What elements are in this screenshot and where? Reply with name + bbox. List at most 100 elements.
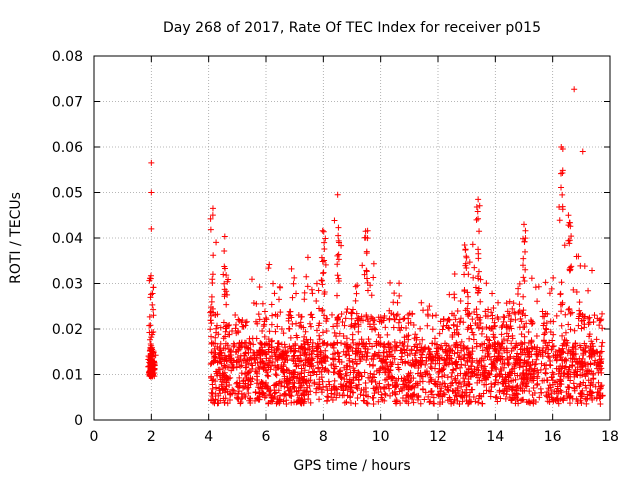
data-point xyxy=(304,254,311,261)
data-point xyxy=(273,372,280,379)
data-point xyxy=(427,374,434,381)
data-point xyxy=(213,384,220,391)
data-point xyxy=(595,361,602,368)
data-point xyxy=(335,275,342,282)
data-point xyxy=(230,340,237,347)
data-point xyxy=(270,395,277,402)
data-point xyxy=(304,389,311,396)
data-point xyxy=(530,398,537,405)
data-point xyxy=(473,204,480,211)
data-point xyxy=(371,390,378,397)
data-point xyxy=(494,398,501,405)
data-point xyxy=(544,350,551,357)
data-point xyxy=(454,397,461,404)
data-point xyxy=(293,332,300,339)
data-point xyxy=(429,326,436,333)
data-point xyxy=(481,381,488,388)
data-point xyxy=(492,346,499,353)
data-point xyxy=(519,341,526,348)
data-point xyxy=(320,270,327,277)
data-point xyxy=(512,316,519,323)
data-point xyxy=(490,331,497,338)
data-point xyxy=(355,321,362,328)
data-point xyxy=(244,356,251,363)
data-point xyxy=(581,321,588,328)
data-point xyxy=(596,353,603,360)
data-point xyxy=(245,345,252,352)
data-point xyxy=(391,339,398,346)
data-point xyxy=(352,320,359,327)
data-point xyxy=(322,261,329,268)
data-point xyxy=(431,354,438,361)
data-point xyxy=(361,397,368,404)
data-point xyxy=(466,365,473,372)
data-point xyxy=(323,315,330,322)
data-point xyxy=(278,382,285,389)
data-point xyxy=(589,340,596,347)
data-point xyxy=(462,389,469,396)
data-point xyxy=(539,313,546,320)
data-point xyxy=(500,318,507,325)
data-point xyxy=(405,359,412,366)
data-point xyxy=(146,336,153,343)
data-point xyxy=(318,254,325,261)
x-tick-label: 6 xyxy=(262,429,271,445)
data-point xyxy=(397,356,404,363)
data-point xyxy=(333,386,340,393)
data-point xyxy=(597,317,604,324)
data-point xyxy=(420,386,427,393)
notable-point xyxy=(558,144,565,150)
data-point xyxy=(394,398,401,405)
data-point xyxy=(518,331,525,338)
data-point xyxy=(540,344,547,351)
y-tick-label: 0.07 xyxy=(52,95,83,111)
data-point xyxy=(251,356,258,363)
data-point xyxy=(344,392,351,399)
data-point xyxy=(466,393,473,400)
data-point xyxy=(265,373,272,380)
data-point xyxy=(479,341,486,348)
data-point xyxy=(548,285,555,292)
data-point xyxy=(443,348,450,355)
data-point xyxy=(257,352,264,359)
data-point xyxy=(326,381,333,388)
data-point xyxy=(227,349,234,356)
data-point xyxy=(593,395,600,402)
data-point xyxy=(501,364,508,371)
data-point xyxy=(534,380,541,387)
data-point xyxy=(299,397,306,404)
data-point xyxy=(550,274,557,281)
data-point xyxy=(570,286,577,293)
data-point xyxy=(343,398,350,405)
data-point xyxy=(520,293,527,300)
data-point xyxy=(293,362,300,369)
notable-point xyxy=(571,86,578,93)
data-point xyxy=(272,328,279,335)
data-point xyxy=(458,383,465,390)
data-point xyxy=(487,393,494,400)
data-point xyxy=(520,235,527,242)
data-point xyxy=(268,338,275,345)
data-point xyxy=(442,340,449,347)
data-point xyxy=(316,376,323,383)
data-point xyxy=(358,373,365,380)
data-point xyxy=(323,328,330,335)
data-point xyxy=(567,264,574,271)
data-point xyxy=(413,347,420,354)
data-point xyxy=(309,355,316,362)
data-point xyxy=(472,398,479,405)
data-point xyxy=(309,343,316,350)
data-point xyxy=(514,350,521,357)
data-point xyxy=(488,360,495,367)
data-point xyxy=(237,352,244,359)
data-point xyxy=(301,340,308,347)
data-point xyxy=(328,385,335,392)
data-point xyxy=(386,352,393,359)
data-point xyxy=(445,343,452,350)
data-point xyxy=(316,320,323,327)
data-point xyxy=(519,369,526,376)
data-point xyxy=(419,373,426,380)
data-point xyxy=(577,359,584,366)
data-point xyxy=(469,316,476,323)
data-point xyxy=(399,359,406,366)
